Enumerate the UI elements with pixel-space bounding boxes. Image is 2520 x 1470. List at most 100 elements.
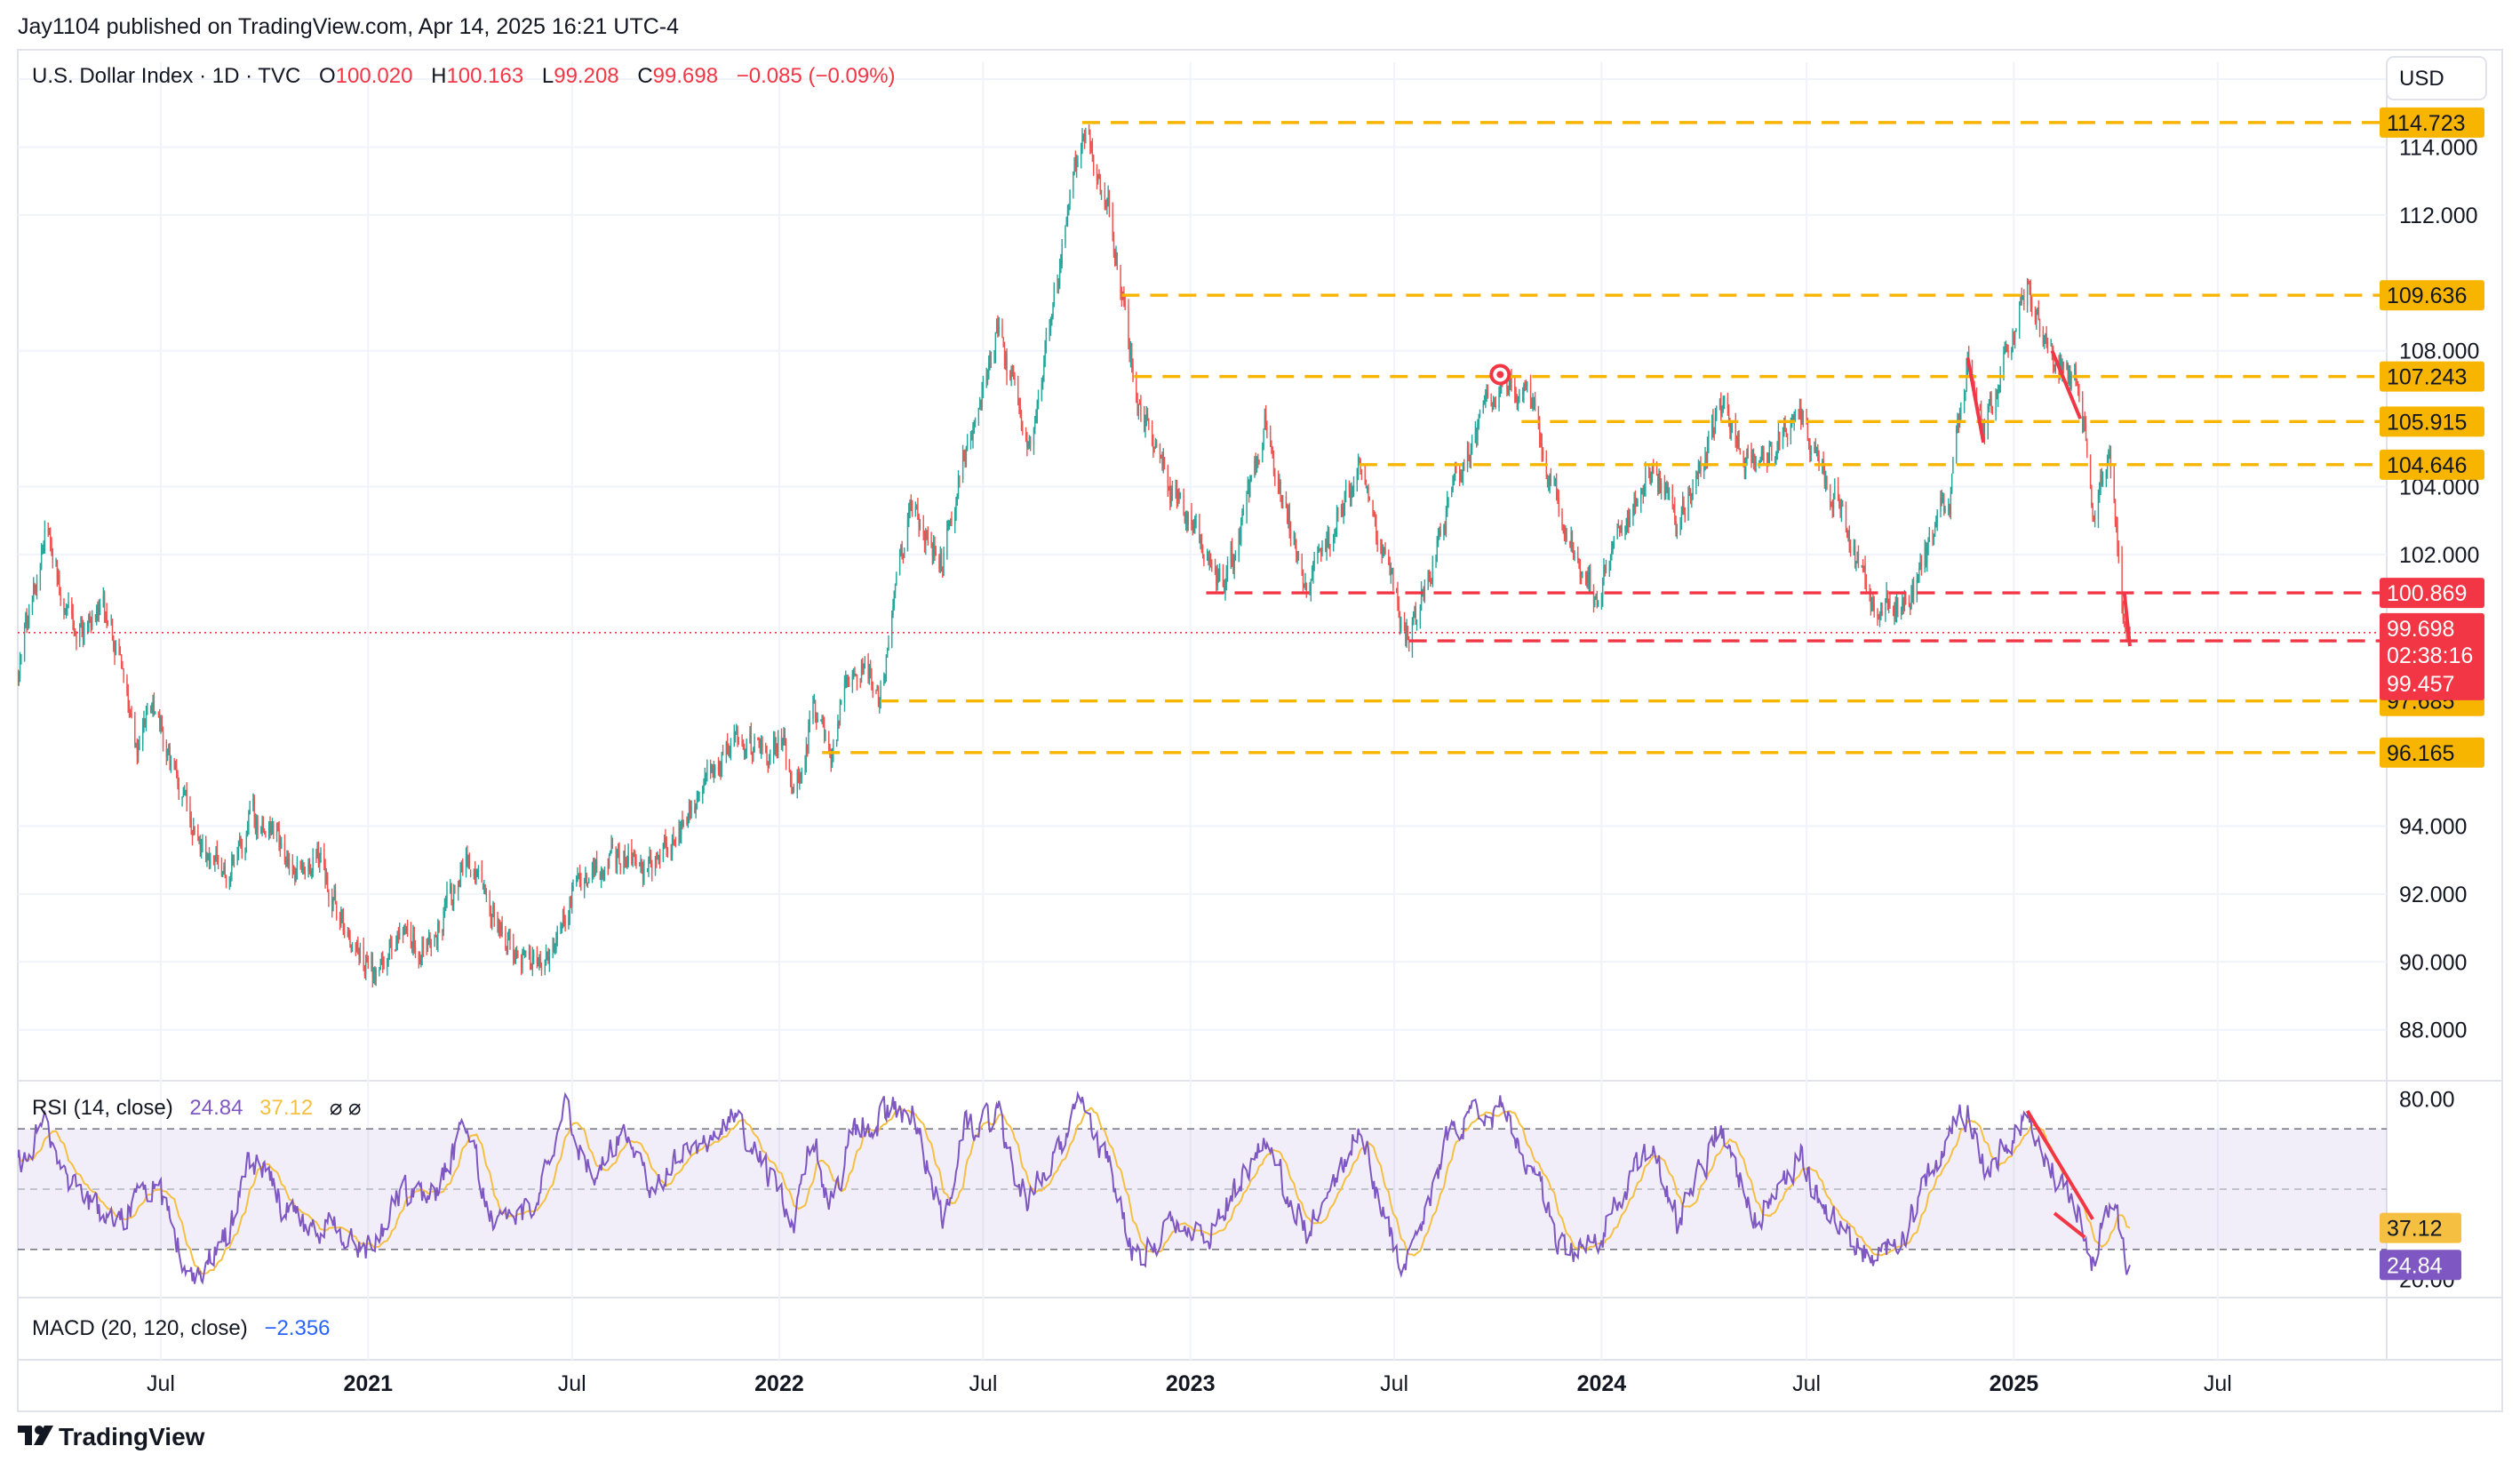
- trendline[interactable]: [1966, 356, 1986, 443]
- candle-body: [1728, 408, 1730, 419]
- price-tick-label: 108.000: [2399, 340, 2479, 364]
- candle-body: [536, 954, 538, 963]
- candle-body: [1176, 489, 1178, 503]
- candle-body: [327, 875, 329, 889]
- candle-body: [1356, 474, 1358, 484]
- candle-body: [1682, 500, 1684, 514]
- last-price-value: 99.698: [2387, 617, 2454, 642]
- level-price-badge[interactable]: 100.869: [2380, 578, 2484, 609]
- candle-body: [2034, 307, 2037, 323]
- candle-body: [1359, 457, 1360, 459]
- candle-body: [1675, 521, 1677, 536]
- candlestick: [1873, 595, 1875, 618]
- candle-body: [1956, 430, 1958, 460]
- candle-body: [1381, 547, 1383, 556]
- candlestick: [1187, 511, 1189, 531]
- level-price-badge[interactable]: 114.723: [2380, 107, 2484, 138]
- candlestick: [875, 689, 877, 695]
- candle-body: [304, 871, 306, 874]
- candlestick: [39, 563, 42, 591]
- macd-title[interactable]: MACD (20, 120, close): [32, 1316, 248, 1340]
- candle-body: [1018, 398, 1020, 406]
- candle-body: [165, 748, 167, 757]
- candle-body: [555, 940, 557, 949]
- candle-body: [1131, 351, 1133, 367]
- candlestick: [1831, 499, 1833, 518]
- candle-body: [1452, 480, 1454, 491]
- price-badge-text: 105.915: [2387, 410, 2467, 435]
- candle-body: [445, 899, 447, 905]
- candlestick: [725, 740, 728, 763]
- candle-body: [1549, 475, 1551, 485]
- candlestick: [1995, 388, 1997, 421]
- candlestick: [168, 743, 170, 755]
- candle-body: [1461, 476, 1463, 482]
- rsi-title[interactable]: RSI (14, close): [32, 1096, 173, 1120]
- candlestick: [1950, 486, 1952, 520]
- candle-body: [169, 747, 171, 768]
- candlestick: [1840, 499, 1843, 523]
- candlestick: [2014, 331, 2016, 349]
- candlestick: [193, 818, 195, 836]
- symbol-name[interactable]: U.S. Dollar Index · 1D · TVC: [32, 64, 300, 88]
- candle-body: [1045, 331, 1048, 345]
- currency-button[interactable]: [2386, 56, 2487, 100]
- rsi-trendline[interactable]: [2053, 1211, 2086, 1239]
- candle-body: [1932, 531, 1934, 539]
- candlestick: [199, 835, 202, 857]
- rsi-ma-badge[interactable]: 37.12: [2380, 1212, 2461, 1243]
- candle-body: [1477, 424, 1479, 441]
- candlestick: [348, 927, 350, 940]
- rsi-value-badge[interactable]: 24.84: [2380, 1250, 2461, 1281]
- main-pane[interactable]: [18, 62, 2387, 1081]
- candle-body: [260, 830, 262, 832]
- candle-body: [1901, 609, 1902, 611]
- trendline[interactable]: [2050, 349, 2083, 419]
- candlestick: [1889, 594, 1891, 609]
- candlestick: [1241, 508, 1243, 526]
- candlestick: [1428, 569, 1431, 582]
- candle-body: [411, 942, 413, 947]
- candle-body: [1020, 417, 1023, 429]
- level-price-badge[interactable]: 109.636: [2380, 280, 2484, 311]
- level-price-badge[interactable]: 96.165: [2380, 737, 2484, 768]
- candle-body: [1085, 131, 1087, 140]
- candlestick: [799, 768, 801, 790]
- candle-body: [240, 836, 242, 843]
- tradingview-logo[interactable]: TradingView: [18, 1423, 205, 1450]
- candle-body: [642, 871, 644, 881]
- level-price-badge[interactable]: 107.243: [2380, 361, 2484, 392]
- trendline[interactable]: [2122, 591, 2132, 647]
- drawing-marker[interactable]: [1489, 364, 1511, 386]
- candlestick: [1588, 564, 1591, 592]
- candle-body: [1169, 486, 1171, 503]
- rsi-line[interactable]: [18, 1091, 2131, 1285]
- rsi-ma-line[interactable]: [18, 1106, 2131, 1275]
- candlestick: [1936, 509, 1938, 531]
- candle-body: [883, 677, 885, 686]
- candle-body: [2023, 297, 2025, 305]
- candle-body: [670, 852, 672, 855]
- candle-body: [1161, 454, 1163, 465]
- candlestick: [1218, 563, 1221, 582]
- candlestick: [737, 725, 738, 747]
- candle-body: [1964, 395, 1966, 411]
- candlestick: [1562, 524, 1565, 534]
- rsi-trendline[interactable]: [2025, 1109, 2094, 1220]
- candlestick: [454, 884, 456, 894]
- candlestick: [1996, 388, 1998, 400]
- candlestick: [262, 816, 265, 834]
- level-price-badge[interactable]: 104.646: [2380, 449, 2484, 480]
- candle-body: [784, 732, 786, 741]
- level-price-badge[interactable]: 105.915: [2380, 406, 2484, 437]
- candlestick: [1045, 327, 1048, 354]
- candlestick: [1998, 385, 2000, 394]
- candle-body: [1818, 454, 1820, 467]
- candlestick: [135, 742, 137, 748]
- candlestick: [430, 939, 432, 957]
- candlestick: [632, 852, 634, 867]
- candle-body: [807, 747, 809, 749]
- candlestick: [475, 868, 477, 885]
